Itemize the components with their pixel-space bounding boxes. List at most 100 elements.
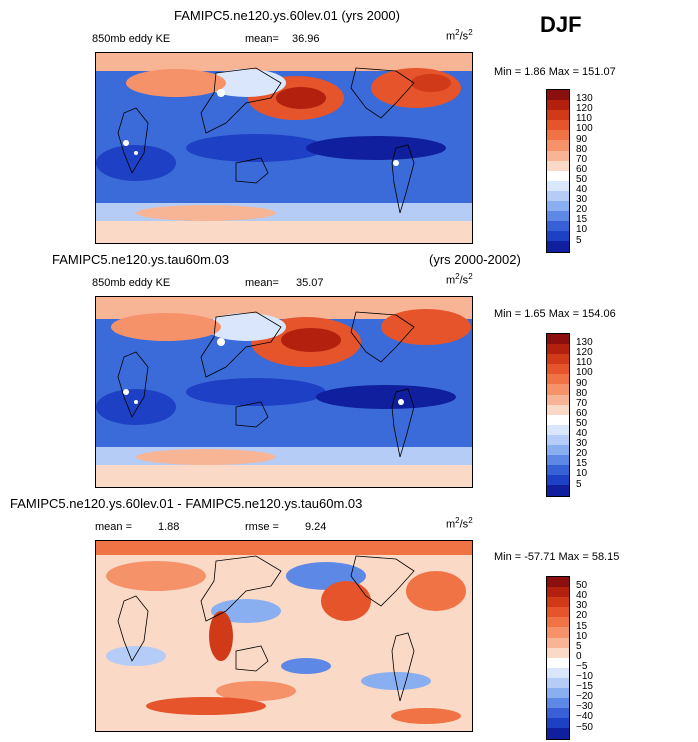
colorbar-swatch	[547, 718, 569, 729]
colorbar-level-label: 50	[576, 580, 588, 592]
colorbar-level-label: 20	[576, 204, 588, 216]
panel2-mean-value: 35.07	[296, 277, 324, 289]
colorbar-swatch	[547, 221, 569, 232]
colorbar-swatch	[547, 140, 569, 151]
panel2-mean-label: mean=	[245, 277, 279, 289]
panel2-title: FAMIPC5.ne120.ys.tau60m.03	[52, 252, 230, 267]
panel1-mean-value: 36.96	[292, 33, 320, 45]
colorbar-swatch	[547, 120, 569, 131]
colorbar-level-label: 100	[576, 123, 593, 135]
colorbar-level-label: 60	[576, 407, 588, 419]
colorbar-swatch	[547, 647, 569, 658]
colorbar-swatch	[547, 344, 569, 355]
colorbar-swatch	[547, 394, 569, 405]
colorbar-swatch	[547, 445, 569, 456]
colorbar-swatch	[547, 455, 569, 466]
colorbar-level-label: −10	[576, 671, 593, 682]
colorbar-level-label: 30	[576, 194, 588, 206]
colorbar-swatch	[547, 667, 569, 678]
colorbar-swatch	[547, 434, 569, 446]
panel2-years: (yrs 2000-2002)	[429, 252, 521, 267]
panel1-colorbar-labels: 130 120 110 100 90 80 70 60 50 40 30 20 15 10 5	[576, 89, 616, 249]
panel2-minmax: Min = 1.65 Max = 154.06	[494, 308, 616, 320]
panel3-colorbar-labels: 50 40 30 20 15 10 5 0 −5 −10 −15 −20 −30 −40 −50	[576, 576, 616, 736]
colorbar-swatch	[547, 617, 569, 628]
colorbar-level-label: 5	[576, 478, 582, 490]
colorbar-level-label: 10	[576, 224, 588, 236]
colorbar-level-label: 40	[576, 590, 588, 602]
colorbar-level-label: 15	[576, 458, 588, 470]
colorbar-swatch	[547, 354, 569, 365]
colorbar-swatch	[547, 465, 569, 476]
colorbar-level-label: 0	[576, 650, 582, 662]
colorbar-level-label: −15	[576, 681, 593, 693]
panel1-minmax: Min = 1.86 Max = 151.07	[494, 66, 616, 78]
panel1-map	[95, 52, 473, 244]
colorbar-level-label: 50	[576, 417, 588, 429]
colorbar-level-label: 15	[576, 620, 588, 632]
colorbar-swatch	[547, 708, 569, 719]
colorbar-level-label: 130	[576, 93, 593, 105]
season-label: DJF	[540, 12, 582, 37]
colorbar-swatch	[547, 211, 569, 222]
colorbar-level-label: 40	[576, 428, 588, 439]
colorbar-swatch	[547, 485, 569, 496]
colorbar-level-label: 10	[576, 468, 588, 480]
colorbar-level-label: −5	[576, 660, 588, 672]
colorbar-level-label: 10	[576, 630, 588, 642]
panel2-colorbar-labels: 130 120 110 100 90 80 70 60 50 40 30 20 15 10 5	[576, 333, 616, 493]
colorbar-level-label: 50	[576, 173, 588, 185]
colorbar-level-label: −50	[576, 721, 593, 733]
colorbar-swatch	[547, 201, 569, 212]
colorbar-swatch	[547, 190, 569, 202]
colorbar-level-label: −40	[576, 711, 593, 723]
panel2-colorbar	[546, 333, 570, 497]
colorbar-swatch	[547, 698, 569, 709]
colorbar-swatch	[547, 241, 569, 252]
colorbar-level-label: 120	[576, 347, 593, 359]
colorbar-level-label: 80	[576, 387, 588, 399]
panel1-field: 850mb eddy KE	[92, 33, 171, 45]
panel2-map	[95, 296, 473, 488]
colorbar-swatch	[547, 180, 569, 191]
colorbar-swatch	[547, 637, 569, 648]
colorbar-level-label: 30	[576, 438, 588, 450]
colorbar-level-label: 90	[576, 377, 588, 389]
colorbar-swatch	[547, 334, 569, 345]
colorbar-swatch	[547, 577, 569, 588]
colorbar-level-label: 5	[576, 234, 582, 246]
panel3-rmse-label: rmse =	[245, 521, 279, 533]
colorbar-swatch	[547, 90, 569, 101]
colorbar-swatch	[547, 728, 569, 739]
colorbar-swatch	[547, 160, 569, 171]
colorbar-swatch	[547, 130, 569, 141]
colorbar-level-label: 30	[576, 600, 588, 612]
colorbar-swatch	[547, 100, 569, 111]
colorbar-swatch	[547, 110, 569, 121]
colorbar-level-label: 5	[576, 640, 582, 652]
colorbar-level-label: 40	[576, 184, 588, 195]
colorbar-level-label: 90	[576, 133, 588, 145]
colorbar-level-label: 20	[576, 448, 588, 460]
colorbar-swatch	[547, 170, 569, 181]
colorbar-swatch	[547, 384, 569, 395]
colorbar-swatch	[547, 414, 569, 425]
panel2-field: 850mb eddy KE	[92, 277, 171, 289]
colorbar-level-label: 110	[576, 357, 592, 369]
colorbar-swatch	[547, 657, 569, 668]
colorbar-swatch	[547, 424, 569, 435]
colorbar-swatch	[547, 231, 569, 242]
colorbar-swatch	[547, 404, 569, 415]
colorbar-level-label: 120	[576, 103, 593, 115]
colorbar-level-label: −30	[576, 701, 593, 713]
colorbar-level-label: 70	[576, 153, 588, 165]
panel1-colorbar	[546, 89, 570, 253]
panel1-title: FAMIPC5.ne120.ys.60lev.01 (yrs 2000)	[174, 8, 400, 23]
colorbar-swatch	[547, 597, 569, 608]
panel1-mean-label: mean=	[245, 33, 279, 45]
panel3-rmse-value: 9.24	[305, 521, 327, 533]
panel3-map	[95, 540, 473, 732]
colorbar-swatch	[547, 627, 569, 638]
panel2-units: m2/s2	[446, 272, 473, 287]
colorbar-swatch	[547, 688, 569, 699]
